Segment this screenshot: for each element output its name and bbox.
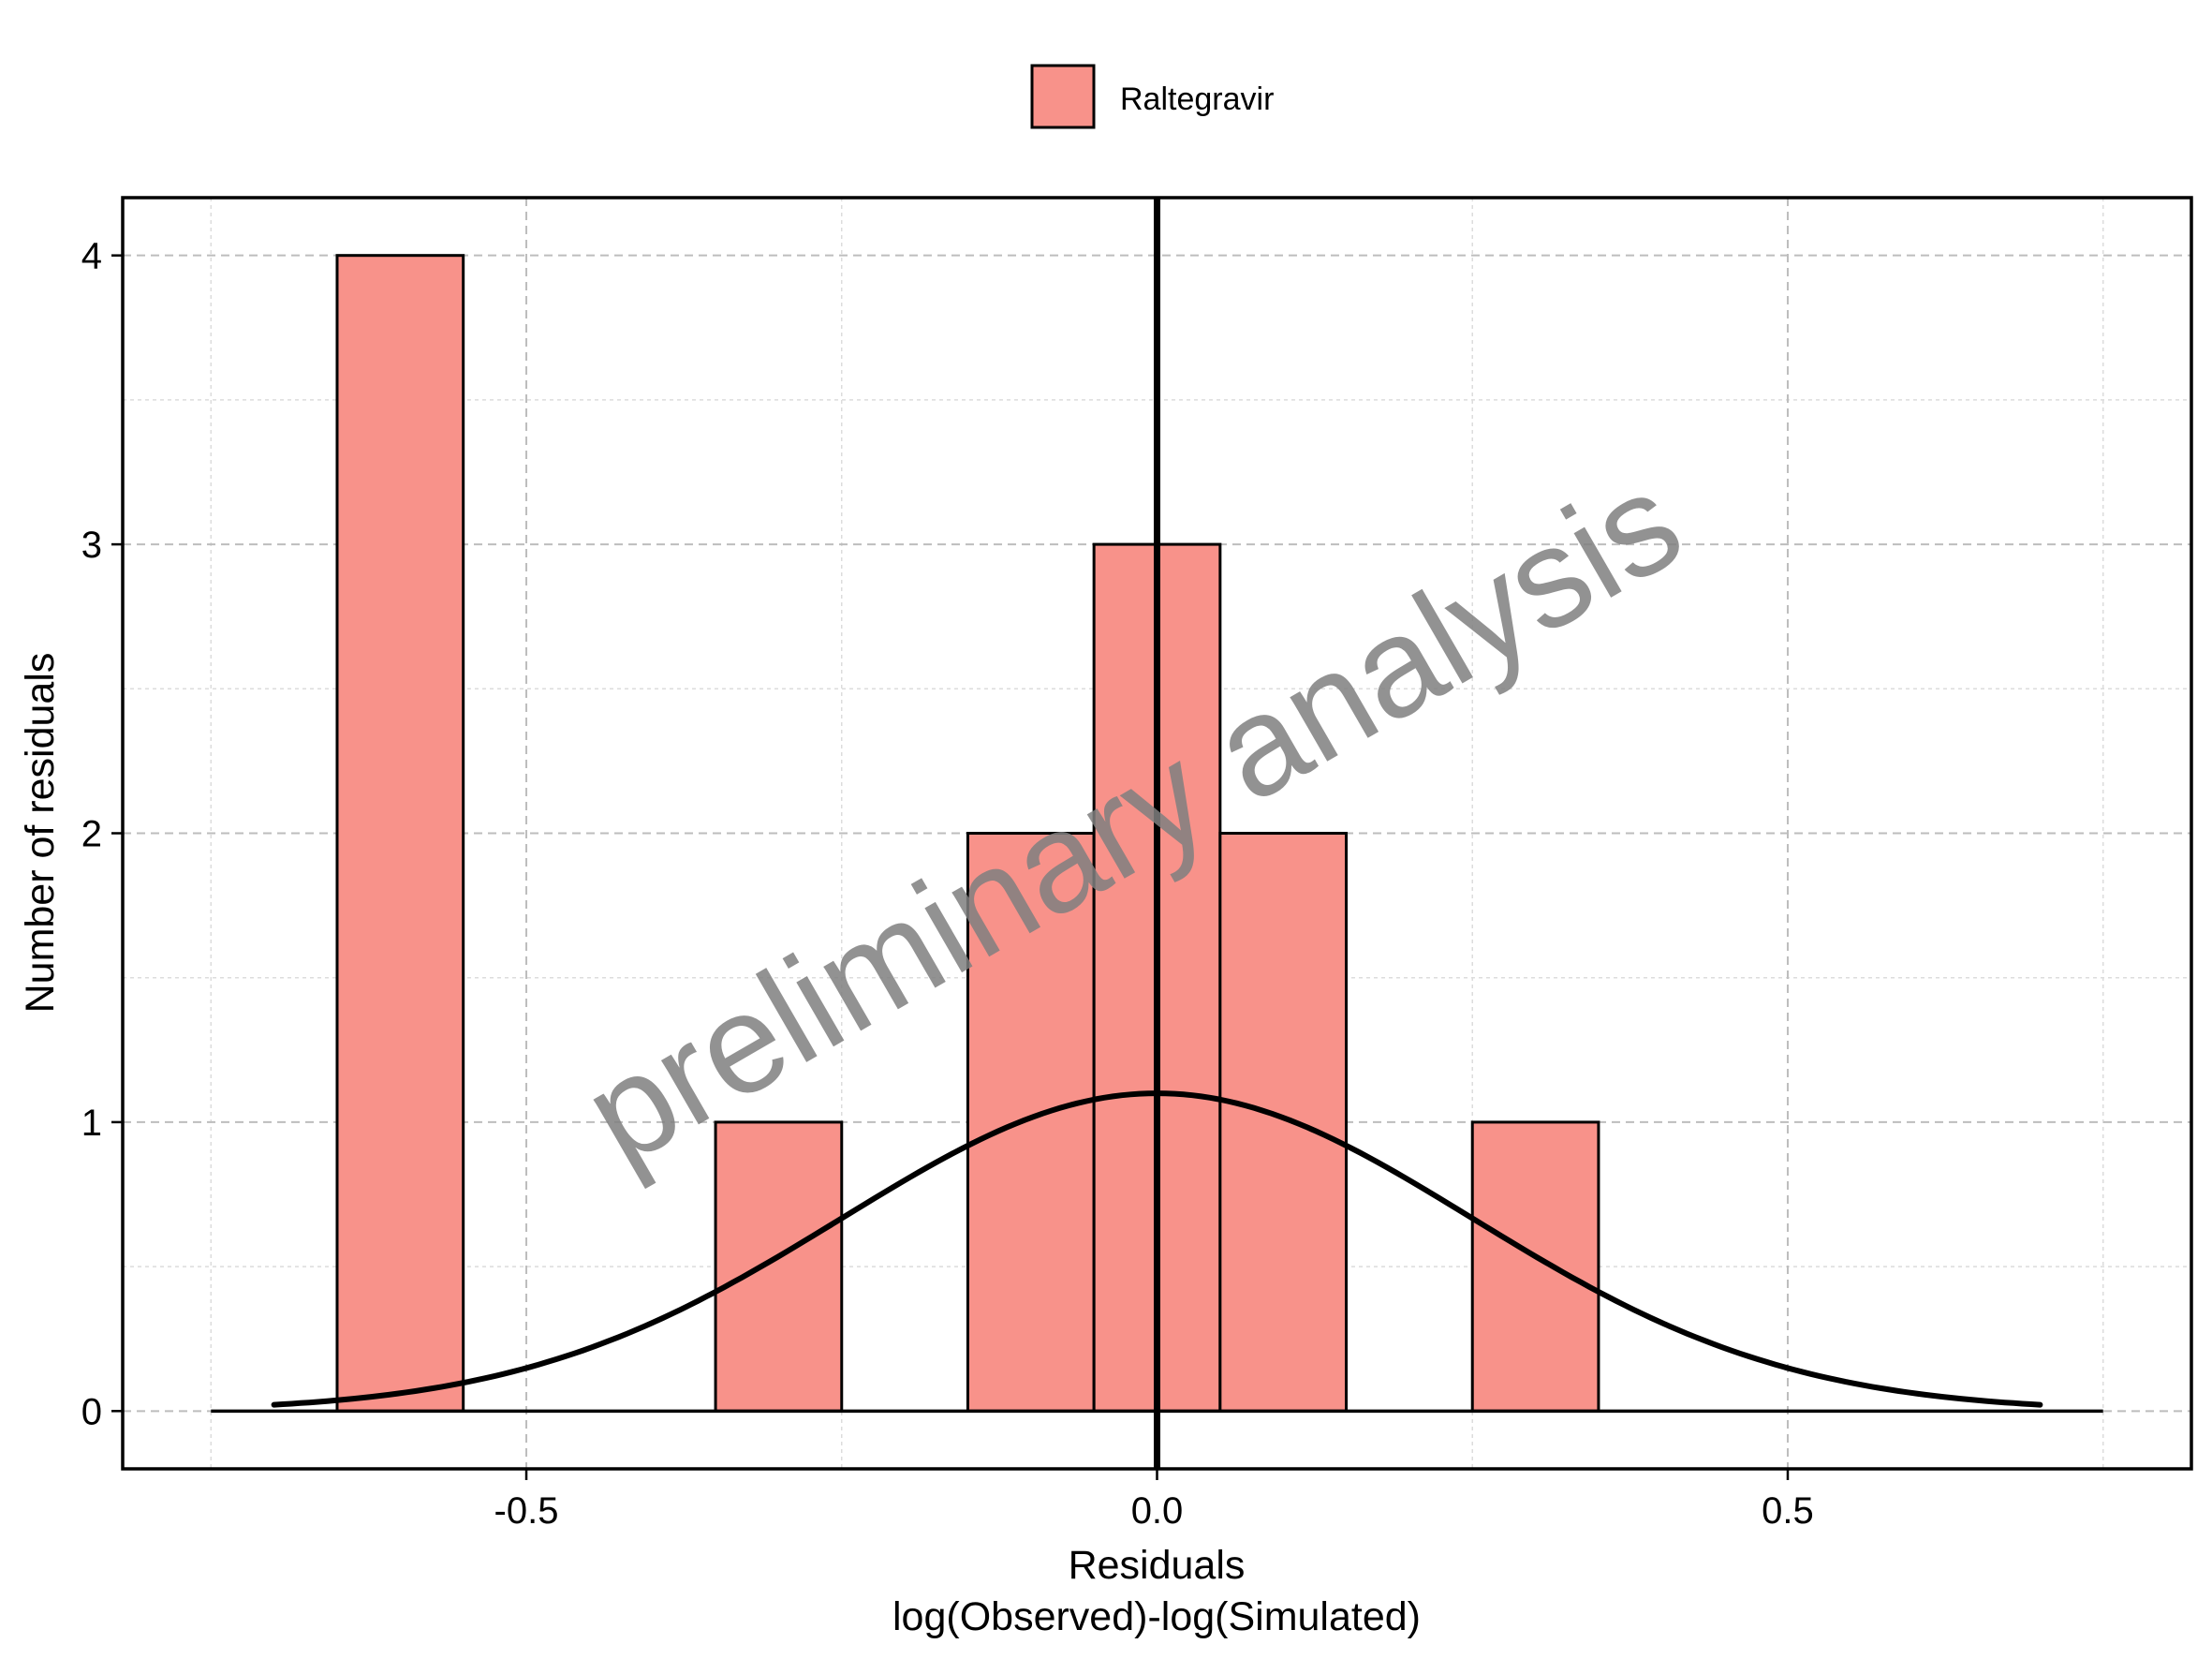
histogram-bar xyxy=(335,254,465,1413)
y-axis: 0 1 2 3 4 xyxy=(81,236,123,1432)
y-axis-title: Number of residuals xyxy=(18,653,63,1014)
x-tick-label: -0.5 xyxy=(494,1490,559,1532)
y-tick-label: 3 xyxy=(81,525,102,566)
x-tick-label: 0.5 xyxy=(1762,1490,1814,1532)
histogram-bar xyxy=(1470,1120,1600,1413)
histogram-bar xyxy=(966,832,1096,1413)
x-axis: -0.5 0.0 0.5 xyxy=(494,1469,1814,1532)
histogram-bar xyxy=(714,1120,844,1413)
overlays xyxy=(211,198,2103,1469)
legend: Raltegravir xyxy=(1030,64,1274,129)
y-tick-label: 4 xyxy=(81,236,102,277)
legend-label: Raltegravir xyxy=(1120,81,1274,117)
y-tick-label: 1 xyxy=(81,1103,102,1144)
histogram-bar xyxy=(1218,832,1349,1413)
x-axis-subtitle: log(Observed)-log(Simulated) xyxy=(892,1594,1421,1639)
y-tick-label: 0 xyxy=(81,1391,102,1432)
x-axis-title: Residuals xyxy=(1069,1543,1246,1588)
legend-swatch xyxy=(1030,64,1096,129)
x-tick-label: 0.0 xyxy=(1131,1490,1184,1532)
y-tick-label: 2 xyxy=(81,814,102,855)
